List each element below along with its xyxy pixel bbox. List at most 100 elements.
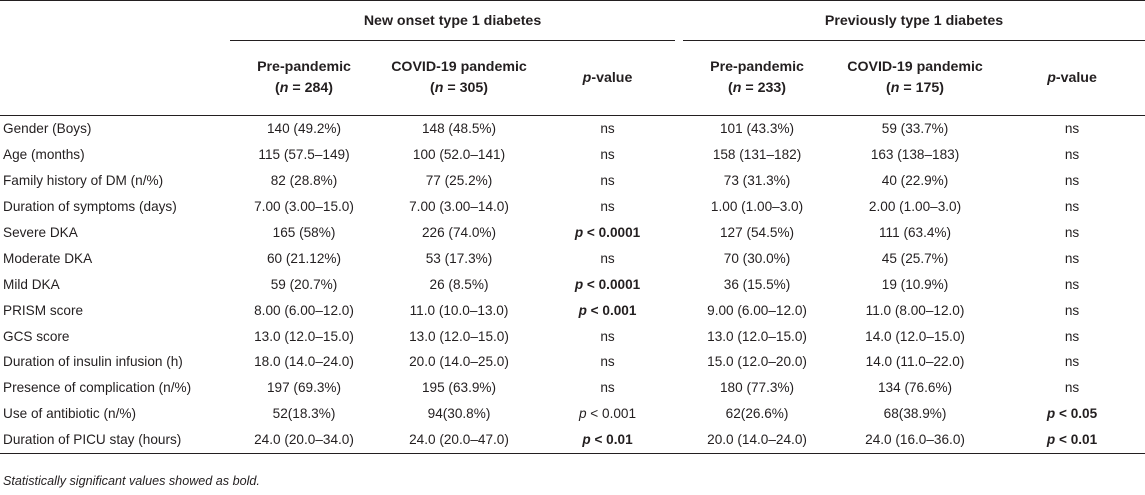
cell-new-p: p < 0.0001 (574, 225, 641, 240)
cell-prev-covid: 14.0 (11.0–22.0) (865, 354, 965, 370)
group-previous: Previously type 1 diabetes (683, 0, 1145, 41)
cell-label: Gender (Boys) (3, 121, 92, 137)
cell-label: Family history of DM (n/%) (3, 173, 164, 189)
table-row: Duration of insulin infusion (h) 18.0 (14… (0, 349, 1145, 375)
col-prev-pre-label: Pre-pandemic (710, 59, 804, 75)
cell-new-p: ns (600, 354, 615, 370)
col-new-covid: COVID-19 pandemic (n = 305) (378, 40, 540, 116)
cell-prev-p: ns (1064, 121, 1080, 137)
cell-new-pre: 8.00 (6.00–12.0) (254, 302, 354, 318)
cell-prev-p: p < 0.05 (1046, 406, 1098, 422)
cell-label: Moderate DKA (3, 250, 93, 266)
cell-new-covid: 7.00 (3.00–14.0) (409, 199, 509, 215)
col-new-pre-label: Pre-pandemic (257, 59, 351, 75)
cell-new-covid: 26 (8.5%) (429, 276, 489, 292)
cell-prev-p: ns (1064, 173, 1080, 189)
group-header-row: New onset type 1 diabetes Previously typ… (0, 0, 1145, 41)
col-prev-pvalue-suffix: -value (1055, 69, 1097, 86)
sub-header-row: Pre-pandemic (n = 284) COVID-19 pandemic… (0, 40, 1145, 116)
cell-prev-p: ns (1064, 302, 1080, 318)
table-row: Gender (Boys) 140 (49.2%) 148 (48.5%) ns 101… (0, 116, 1145, 142)
cell-new-pre: 140 (49.2%) (266, 121, 342, 137)
cell-prev-p: ns (1064, 380, 1080, 396)
cell-prev-p: p < 0.01 (999, 426, 1145, 454)
cell-label: Presence of complication (n/%) (3, 380, 192, 396)
table-row: Duration of PICU stay (hours) 24.0 (20.0–… (0, 426, 1145, 454)
table-row: Duration of symptoms (days) 7.00 (3.00–15… (0, 194, 1145, 220)
table-row: Mild DKA 59 (20.7%) 26 (8.5%) p < 0.0001 36 … (0, 271, 1145, 297)
cell-new-p: p < 0.001 (578, 406, 637, 422)
table-row: PRISM score 8.00 (6.00–12.0) 11.0 (10.0–13… (0, 297, 1145, 323)
cell-new-p: p < 0.001 (578, 302, 637, 318)
cell-new-p: ns (600, 147, 615, 163)
col-new-pvalue: p-value (540, 40, 676, 116)
cell-new-p: p < 0.0001 (574, 276, 641, 292)
table-row: GCS score 13.0 (12.0–15.0) 13.0 (12.0–15.0… (0, 323, 1145, 349)
cell-prev-covid: 68(38.9%) (883, 406, 947, 422)
cell-new-pre: 82 (28.8%) (270, 173, 338, 189)
cell-label: Mild DKA (3, 276, 60, 292)
cell-prev-covid: 40 (22.9%) (881, 173, 949, 189)
cell-prev-pre: 62(26.6%) (725, 406, 789, 422)
cell-prev-covid: 45 (25.7%) (881, 250, 949, 266)
cell-prev-covid: 19 (10.9%) (881, 276, 949, 292)
cell-new-pre: 52(18.3%) (272, 406, 336, 422)
cell-new-pre: 59 (20.7%) (270, 276, 338, 292)
cell-new-pre: 7.00 (3.00–15.0) (254, 199, 354, 215)
cell-prev-p: ns (1064, 147, 1080, 163)
cell-new-covid: 13.0 (12.0–15.0) (409, 328, 509, 344)
results-table: New onset type 1 diabetes Previously typ… (0, 0, 1145, 454)
col-prev-covid-label: COVID-19 pandemic (847, 59, 983, 75)
col-new-pvalue-p: p (582, 69, 592, 86)
group-new-onset: New onset type 1 diabetes (230, 0, 676, 41)
cell-prev-pre: 15.0 (12.0–20.0) (707, 354, 807, 370)
col-new-pre: Pre-pandemic (n = 284) (230, 40, 378, 116)
col-prev-pre: Pre-pandemic (n = 233) (683, 40, 832, 116)
cell-label: GCS score (3, 328, 70, 344)
cell-prev-covid: 24.0 (16.0–36.0) (831, 426, 1000, 454)
cell-new-covid: 20.0 (14.0–25.0) (409, 354, 509, 370)
col-prev-covid: COVID-19 pandemic (n = 175) (831, 40, 1000, 116)
cell-prev-p: ns (1064, 199, 1080, 215)
table-row: Family history of DM (n/%) 82 (28.8%) 77 (… (0, 168, 1145, 194)
table-row: Moderate DKA 60 (21.12%) 53 (17.3%) ns 70 (3… (0, 245, 1145, 271)
cell-new-pre: 60 (21.12%) (266, 250, 342, 266)
table-row: Use of antibiotic (n/%) 52(18.3%) 94(30.8%… (0, 401, 1145, 427)
cell-label: Use of antibiotic (n/%) (3, 406, 136, 422)
cell-label: Duration of symptoms (days) (3, 199, 177, 215)
cell-new-pre: 24.0 (20.0–34.0) (230, 426, 378, 454)
cell-prev-p: ns (1064, 328, 1080, 344)
footnote: Statistically significant values showed … (3, 474, 260, 488)
cell-new-covid: 24.0 (20.0–47.0) (378, 426, 540, 454)
cell-label: Severe DKA (3, 225, 78, 240)
cell-prev-pre: 73 (31.3%) (723, 173, 791, 189)
cell-new-covid: 53 (17.3%) (425, 250, 493, 266)
cell-new-pre: 165 (58%) (272, 225, 336, 240)
cell-new-p: ns (600, 199, 615, 215)
cell-new-p: p < 0.01 (540, 426, 676, 454)
col-prev-pvalue: p-value (999, 40, 1145, 116)
cell-prev-pre: 180 (77.3%) (720, 380, 795, 396)
cell-new-pre: 197 (69.3%) (266, 380, 342, 396)
table-row: Age (months) 115 (57.5–149) 100 (52.0–141)… (0, 142, 1145, 168)
cell-prev-pre: 158 (131–182) (712, 147, 802, 163)
cell-new-covid: 148 (48.5%) (421, 121, 497, 137)
cell-new-covid: 77 (25.2%) (425, 173, 493, 189)
col-new-pvalue-suffix: -value (591, 69, 633, 86)
cell-label: PRISM score (3, 302, 84, 318)
cell-prev-covid: 111 (63.4%) (879, 225, 952, 240)
cell-prev-pre: 70 (30.0%) (723, 250, 791, 266)
cell-new-pre: 115 (57.5–149) (258, 147, 350, 163)
cell-prev-p: ns (1064, 225, 1080, 240)
table-row: Severe DKA 165 (58%) 226 (74.0%) p < 0.0001… (0, 220, 1145, 246)
col-prev-pvalue-p: p (1047, 69, 1056, 86)
cell-prev-p: ns (1064, 354, 1080, 370)
cell-new-covid: 100 (52.0–141) (412, 147, 506, 163)
cell-prev-pre: 36 (15.5%) (723, 276, 791, 292)
cell-new-p: ns (600, 250, 615, 266)
cell-prev-pre: 20.0 (14.0–24.0) (683, 426, 832, 454)
cell-prev-covid: 163 (138–183) (870, 147, 960, 163)
cell-prev-covid: 59 (33.7%) (881, 121, 949, 137)
col-new-covid-n: (n = 305) (430, 80, 488, 96)
